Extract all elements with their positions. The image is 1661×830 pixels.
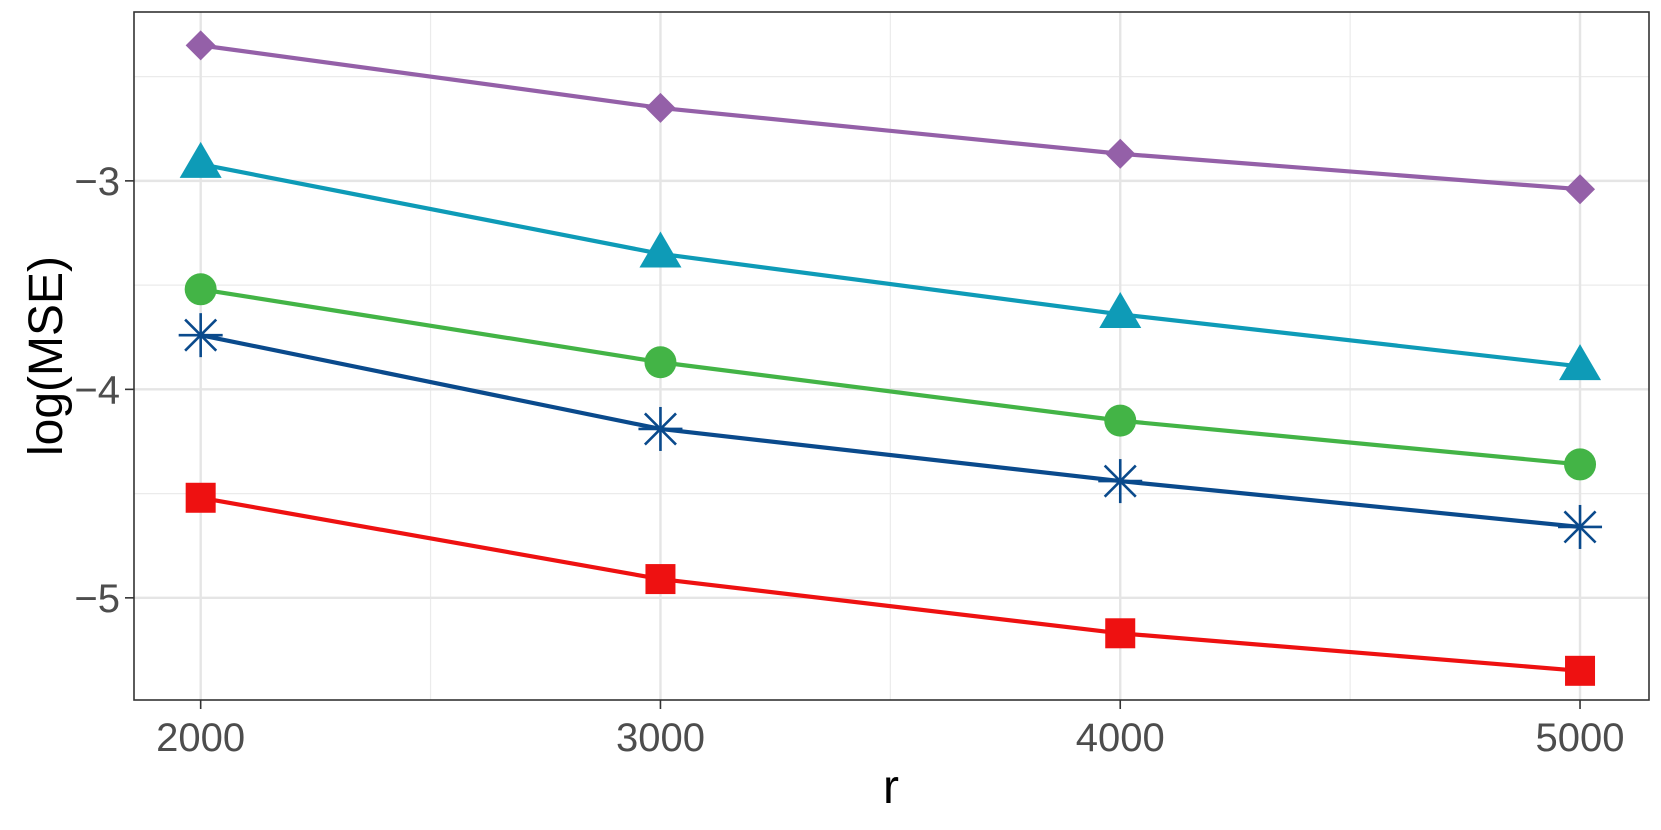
series-layer (178, 30, 1603, 686)
data-point-circle (1564, 448, 1597, 481)
y-tick-label: −4 (74, 368, 120, 412)
data-point-triangle (1559, 344, 1602, 381)
data-point-square (1565, 655, 1596, 686)
series-line (200, 333, 1581, 530)
series-line (200, 162, 1581, 369)
y-axis: −5 −4 −3 (74, 160, 134, 621)
data-point-asterisk (1558, 504, 1603, 549)
x-axis-title: r (883, 761, 899, 814)
x-tick-label: 4000 (1076, 716, 1165, 760)
data-point-triangle (639, 231, 682, 268)
data-point-diamond (645, 92, 676, 123)
x-tick-label: 3000 (616, 716, 705, 760)
asterisk-stroke (184, 318, 218, 352)
data-point-circle (1104, 404, 1137, 437)
minor-gridlines (134, 12, 1649, 700)
data-point-square (1105, 618, 1136, 649)
data-point-circle (644, 346, 677, 379)
panel-background (134, 12, 1649, 700)
series-square (185, 482, 1596, 686)
x-tick-label: 5000 (1536, 716, 1625, 760)
y-axis-title: log(MSE) (20, 256, 73, 456)
x-tick-label: 2000 (156, 716, 245, 760)
data-point-square (185, 482, 216, 513)
y-tick-label: −3 (74, 160, 120, 204)
data-point-asterisk (178, 313, 223, 358)
data-point-asterisk (1098, 459, 1143, 504)
series-line (200, 495, 1581, 673)
data-point-triangle (1099, 291, 1142, 328)
data-point-circle (184, 273, 217, 306)
asterisk-stroke (1103, 464, 1137, 498)
series-asterisk (178, 313, 1603, 549)
panel-border (133, 11, 1650, 701)
data-point-diamond (1105, 138, 1136, 169)
x-axis: 2000 3000 4000 5000 (156, 700, 1625, 760)
y-tick-label: −5 (74, 577, 120, 621)
asterisk-stroke (1563, 510, 1597, 544)
series-diamond (185, 30, 1596, 205)
data-point-diamond (1565, 174, 1596, 205)
data-point-diamond (185, 30, 216, 61)
series-circle (184, 273, 1597, 481)
asterisk-stroke (643, 412, 677, 446)
series-line (200, 287, 1581, 467)
data-point-asterisk (638, 406, 683, 451)
series-line (200, 43, 1581, 192)
data-point-triangle (179, 141, 222, 178)
series-triangle (179, 141, 1602, 381)
data-point-square (645, 564, 676, 595)
